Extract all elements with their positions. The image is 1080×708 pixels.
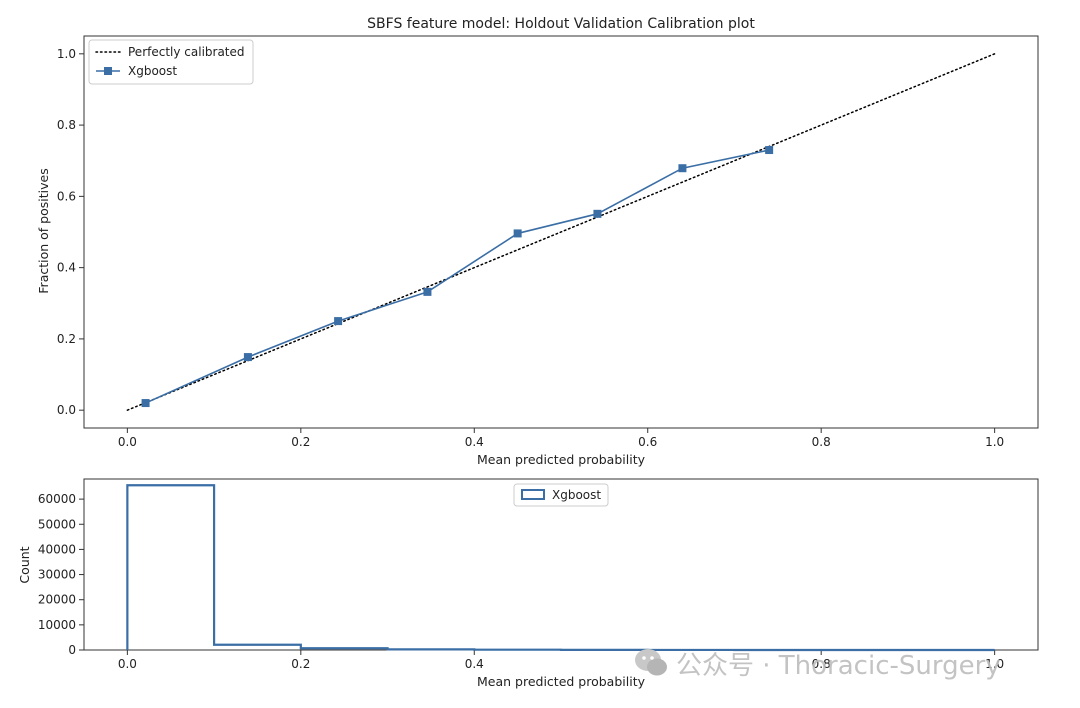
y-tick-label: 10000 bbox=[38, 618, 76, 632]
histogram-plot: 0.00.20.40.60.81.00100002000030000400005… bbox=[38, 478, 1039, 671]
xgboost-calibration-marker bbox=[765, 146, 774, 155]
y-tick-label: 30000 bbox=[38, 568, 76, 582]
xgboost-calibration-line bbox=[145, 149, 770, 404]
perfectly-calibrated-line bbox=[126, 53, 996, 411]
wechat-icon bbox=[635, 649, 667, 676]
xgboost-calibration-marker bbox=[243, 353, 252, 362]
xgboost-calibration-marker bbox=[334, 317, 343, 326]
y-tick-label: 20000 bbox=[38, 593, 76, 607]
xgboost-calibration-marker bbox=[141, 399, 150, 408]
y-tick-label: 60000 bbox=[38, 492, 76, 506]
legend-xgboost-label: Xgboost bbox=[128, 64, 177, 78]
x-tick-label: 0.6 bbox=[638, 435, 657, 449]
x-tick-label: 0.4 bbox=[465, 435, 484, 449]
y-tick-label: 1.0 bbox=[57, 47, 76, 61]
x-tick-label: 1.0 bbox=[985, 657, 1004, 671]
legend-xgboost-label: Xgboost bbox=[552, 488, 601, 502]
histogram-x-axis-label: Mean predicted probability bbox=[477, 674, 646, 689]
x-tick-label: 0.0 bbox=[118, 435, 137, 449]
chart-title: SBFS feature model: Holdout Validation C… bbox=[367, 16, 755, 32]
x-tick-label: 1.0 bbox=[985, 435, 1004, 449]
xgboost-calibration-marker bbox=[678, 164, 687, 173]
legend-xgboost-swatch-marker bbox=[104, 67, 112, 75]
xgboost-calibration-marker bbox=[423, 287, 432, 296]
x-tick-label: 0.4 bbox=[465, 657, 484, 671]
xgboost-histogram-step bbox=[126, 484, 995, 652]
calibration-legend: Perfectly calibrated Xgboost bbox=[88, 39, 254, 85]
x-tick-label: 0.8 bbox=[812, 657, 831, 671]
legend-xgboost-swatch bbox=[521, 489, 545, 500]
calibration-plot-frame bbox=[83, 35, 1039, 429]
y-tick-label: 0.2 bbox=[57, 332, 76, 346]
y-tick-label: 40000 bbox=[38, 542, 76, 556]
legend-box bbox=[88, 39, 254, 85]
y-tick-label: 0 bbox=[68, 643, 76, 657]
x-tick-label: 0.2 bbox=[291, 657, 310, 671]
y-tick-label: 0.6 bbox=[57, 189, 76, 203]
y-tick-label: 0.8 bbox=[57, 118, 76, 132]
watermark-text: 公众号 · Thoracic-Surgery bbox=[676, 651, 1001, 681]
y-tick-label: 0.4 bbox=[57, 261, 76, 275]
legend-perfect-label: Perfectly calibrated bbox=[128, 45, 245, 59]
x-tick-label: 0.2 bbox=[291, 435, 310, 449]
x-tick-label: 0.0 bbox=[118, 657, 137, 671]
histogram-y-axis-label: Count bbox=[17, 546, 32, 583]
calibration-y-axis-label: Fraction of positives bbox=[36, 168, 51, 293]
watermark: 公众号 · Thoracic-Surgery bbox=[635, 649, 1001, 681]
xgboost-calibration-marker bbox=[593, 209, 602, 218]
histogram-legend: Xgboost bbox=[513, 483, 609, 507]
calibration-plot: 0.0 0.2 0.4 0.6 0.8 1.0 0.0 0.2 0.4 0.6 0.8 1.0 Perf… bbox=[57, 35, 1039, 449]
y-tick-label: 0.0 bbox=[57, 403, 76, 417]
xgboost-calibration-marker bbox=[513, 229, 522, 238]
y-tick-label: 50000 bbox=[38, 517, 76, 531]
x-tick-label: 0.8 bbox=[812, 435, 831, 449]
calibration-x-axis-label: Mean predicted probability bbox=[477, 452, 646, 467]
